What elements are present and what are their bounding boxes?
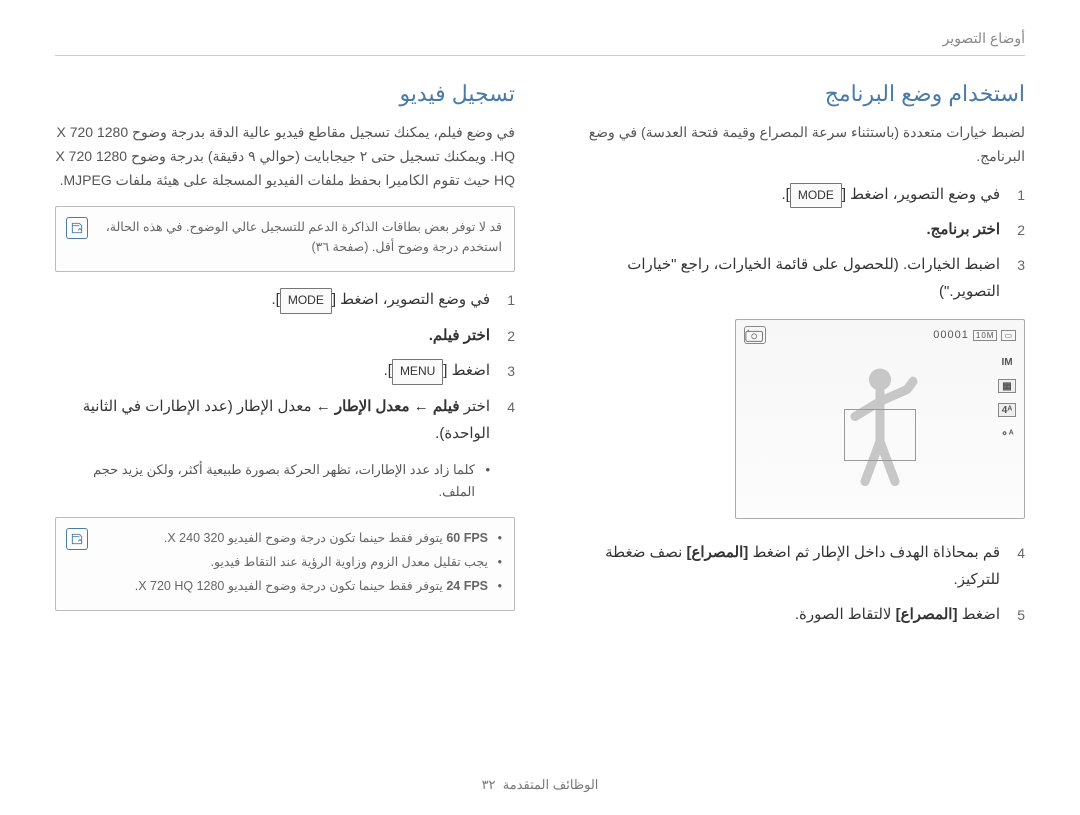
lcd-mode-icon [744, 326, 766, 344]
program-step-1: في وضع التصوير، اضغط [MODE]. [565, 181, 1025, 209]
program-step-4: قم بمحاذاة الهدف داخل الإطار ثم اضغط [ال… [565, 539, 1025, 593]
section-title-video: تسجيل فيديو [55, 81, 515, 107]
note-line: يجب تقليل معدل الزوم وزاوية الرؤية عند ا… [100, 552, 502, 572]
program-step-2: اختر برنامج. [565, 216, 1025, 243]
lcd-focus-rect [844, 409, 916, 461]
lcd-side-icon: ⚬ᴬ [998, 427, 1016, 441]
video-step-2: اختر فيلم. [55, 322, 515, 349]
mode-button-label: MODE [790, 183, 842, 209]
program-step-3: اضبط الخيارات. (للحصول على قائمة الخيارا… [565, 251, 1025, 305]
video-steps: في وضع التصوير، اضغط [MODE]. اختر فيلم. … [55, 286, 515, 446]
video-sub-bullet: كلما زاد عدد الإطارات، تظهر الحركة بصورة… [55, 459, 515, 503]
note-box-fps: 60 FPS يتوفر فقط حينما تكون درجة وضوح ال… [55, 517, 515, 611]
video-step-3: اضغط [MENU]. [55, 357, 515, 385]
program-steps: في وضع التصوير، اضغط [MODE]. اختر برنامج… [565, 181, 1025, 306]
note-box-memory: قد لا توفر بعض بطاقات الذاكرة الدعم للتس… [55, 206, 515, 272]
section-title-program: استخدام وضع البرنامج [565, 81, 1025, 107]
page-footer: الوظائف المتقدمة ٣٢ [0, 777, 1080, 793]
header-divider [55, 55, 1025, 56]
note-line: 24 FPS يتوفر فقط حينما تكون درجة وضوح ال… [100, 576, 502, 596]
lcd-counter: 00001 10M ▭ [933, 329, 1016, 341]
lcd-side-icon: IM [998, 355, 1016, 369]
program-steps-cont: قم بمحاذاة الهدف داخل الإطار ثم اضغط [ال… [565, 539, 1025, 628]
video-intro: في وضع فيلم، يمكنك تسجيل مقاطع فيديو عال… [55, 121, 515, 192]
note-icon [66, 217, 88, 239]
video-step-4: اختر فيلم ← معدل الإطار ← معدل الإطار (ع… [55, 393, 515, 447]
page-header: أوضاع التصوير [55, 30, 1025, 47]
video-step-1: في وضع التصوير، اضغط [MODE]. [55, 286, 515, 314]
menu-button-label: MENU [392, 359, 443, 385]
note-line: 60 FPS يتوفر فقط حينما تكون درجة وضوح ال… [100, 528, 502, 548]
note-text: قد لا توفر بعض بطاقات الذاكرة الدعم للتس… [100, 217, 502, 257]
note-icon [66, 528, 88, 550]
program-intro: لضبط خيارات متعددة (باستثناء سرعة المصرا… [565, 121, 1025, 169]
mode-button-label: MODE [280, 288, 332, 314]
lcd-preview: 00001 10M ▭ IM ▦ 4ᴬ ⚬ᴬ [735, 319, 1025, 519]
lcd-side-icon: ▦ [998, 379, 1016, 393]
lcd-side-icon: 4ᴬ [998, 403, 1016, 417]
program-step-5: اضغط [المصراع] لالتقاط الصورة. [565, 601, 1025, 628]
